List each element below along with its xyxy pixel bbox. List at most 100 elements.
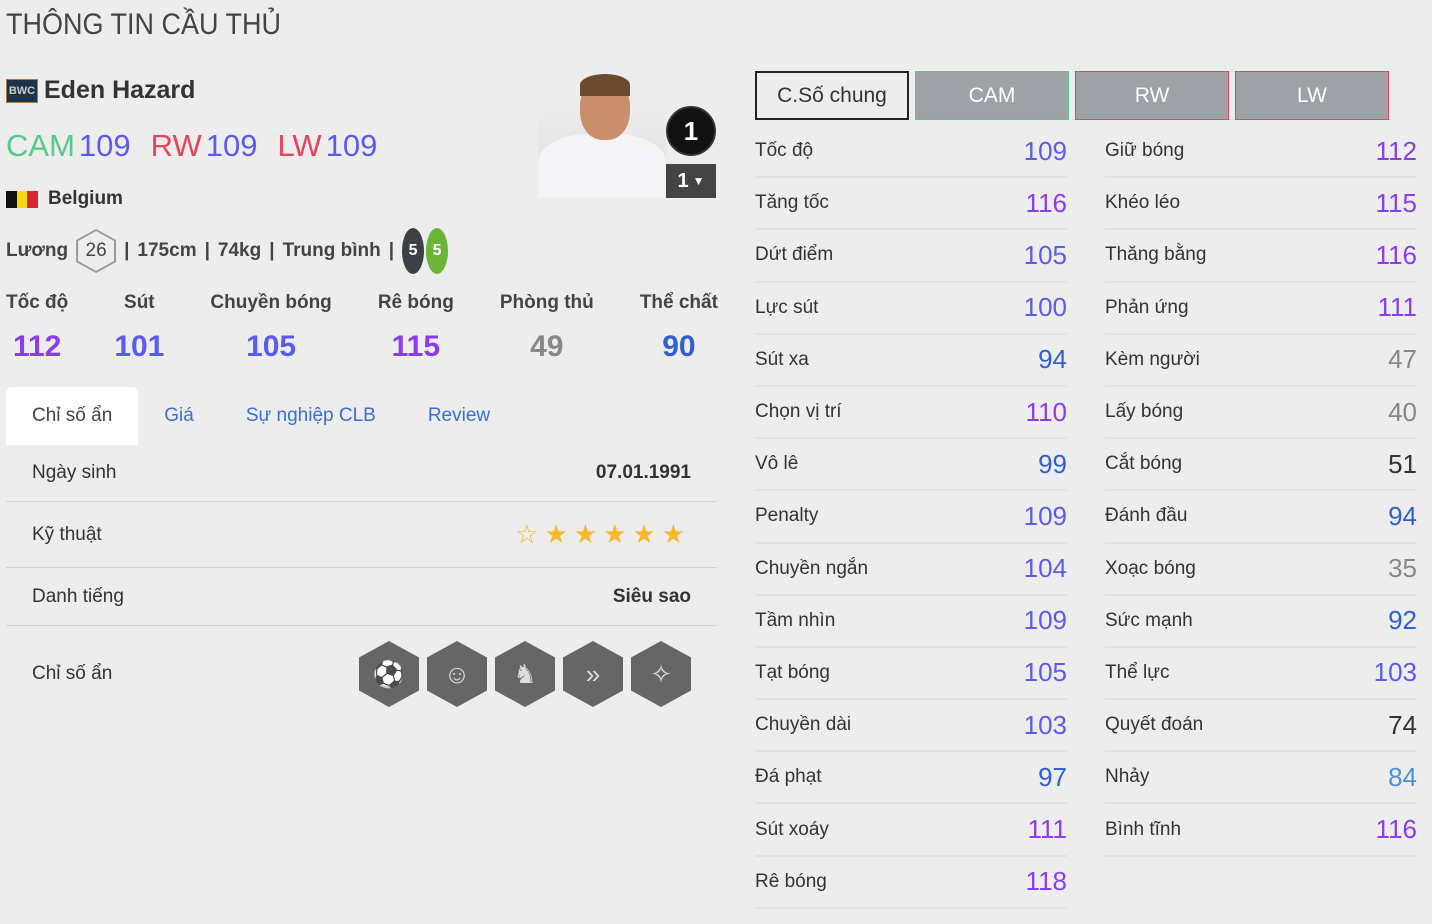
category-label: Phòng thủ — [499, 292, 594, 313]
stat-row: Bình tĩnh 116 — [1105, 804, 1417, 857]
tab-0[interactable]: Chỉ số ẩn — [6, 387, 139, 445]
stat-value: 103 — [1373, 657, 1417, 688]
category-value: 90 — [662, 330, 696, 363]
position-tabs: C.Số chung CAM RW LW — [755, 71, 1389, 120]
playmaker-icon[interactable]: ✧ — [631, 641, 691, 707]
stat-label: Vô lê — [755, 453, 799, 475]
leadership-icon[interactable]: ☺ — [427, 641, 487, 707]
position-ovr: 109 — [325, 128, 378, 163]
stat-row: Chọn vị trí 110 — [755, 387, 1067, 440]
stat-row: Tốc độ 109 — [755, 126, 1067, 179]
tab-1[interactable]: Giá — [164, 405, 194, 426]
position-ratings: CAM 109 RW 109 LW 109 — [6, 128, 377, 164]
player-info: Lương 26 | 175cm | 74kg | Trung bình | 5 5 — [6, 228, 449, 274]
stat-row: Đá phạt 97 — [755, 752, 1067, 805]
body-type: Trung bình — [282, 240, 381, 261]
stat-value: 51 — [1388, 448, 1417, 479]
weight: 74kg — [217, 240, 262, 261]
nation-name: Belgium — [48, 188, 123, 209]
salary-badge: 26 — [76, 229, 117, 273]
stat-row: Thăng bằng 116 — [1105, 230, 1417, 283]
stat-label: Thăng bằng — [1105, 244, 1207, 266]
position-tab-2[interactable]: RW — [1075, 71, 1229, 120]
skill-row: Kỹ thuật ☆★★★★★ — [6, 502, 717, 568]
tab-3[interactable]: Review — [427, 405, 491, 426]
hidden-stats-row: Chỉ số ẩn ⚽ ☺ ♞» ✧ — [6, 626, 717, 722]
stat-row: Chuyền dài 103 — [755, 700, 1067, 753]
chevron-down-icon: ▼ — [692, 174, 705, 188]
stat-row: Cắt bóng 51 — [1105, 439, 1417, 492]
speed-dribbler-icon[interactable]: » — [563, 641, 623, 707]
stat-value: 103 — [1023, 709, 1067, 740]
stat-label: Tầm nhìn — [755, 609, 836, 631]
stat-label: Nhảy — [1105, 766, 1150, 788]
position-tab-1[interactable]: CAM — [915, 71, 1069, 120]
height: 175cm — [137, 240, 197, 261]
info-tabs: Chỉ số ẩn Giá Sự nghiệp CLB Review — [6, 387, 516, 445]
stat-row: Sút xa 94 — [755, 335, 1067, 387]
stat-label: Tốc độ — [755, 140, 814, 162]
stat-row: Tăng tốc 116 — [755, 178, 1067, 231]
season-badge-icon: BWC — [6, 78, 38, 103]
stat-row: Vô lê 99 — [755, 439, 1067, 492]
position-ovr: 109 — [78, 128, 131, 163]
stat-label: Tăng tốc — [755, 192, 829, 214]
nation: Belgium — [6, 188, 123, 210]
stat-row: Rê bóng 118 — [755, 857, 1067, 909]
position-rating: RW 109 — [151, 128, 258, 164]
position-rating: CAM 109 — [6, 128, 131, 164]
stat-row: Tầm nhìn 109 — [755, 596, 1067, 648]
birth-row: Ngày sinh 07.01.1991 — [6, 445, 717, 502]
tab-2[interactable]: Sự nghiệp CLB — [245, 405, 376, 426]
position-tab-3[interactable]: LW — [1235, 71, 1389, 120]
category-stat: Sút 101 — [114, 292, 164, 364]
left-foot-icon: 5 — [402, 228, 425, 274]
position-name: CAM — [6, 128, 75, 163]
stat-value: 116 — [1025, 187, 1067, 218]
category-label: Chuyền bóng — [210, 292, 332, 313]
position-tab-0[interactable]: C.Số chung — [755, 71, 909, 120]
stat-value: 118 — [1025, 866, 1067, 897]
star-icon: ★ — [632, 519, 662, 549]
stat-row: Khéo léo 115 — [1105, 178, 1417, 231]
stat-label: Lực sút — [755, 296, 819, 318]
stat-value: 115 — [1375, 187, 1417, 218]
stat-value: 40 — [1388, 396, 1417, 427]
stat-row: Đánh đầu 94 — [1105, 491, 1417, 544]
page-title: THÔNG TIN CẦU THỦ — [6, 8, 282, 41]
stat-row: Chuyền ngắn 104 — [755, 544, 1067, 596]
stat-row: Quyết đoán 74 — [1105, 700, 1417, 753]
category-stat: Thể chất 90 — [640, 292, 718, 364]
stat-label: Chuyền ngắn — [755, 557, 869, 579]
stat-label: Tạt bóng — [755, 661, 830, 683]
juggling-icon[interactable]: ♞ — [495, 641, 555, 707]
stat-row: Lực sút 100 — [755, 283, 1067, 335]
right-foot-icon: 5 — [426, 228, 449, 274]
stat-label: Dứt điểm — [755, 244, 834, 266]
stat-value: 74 — [1388, 709, 1417, 740]
player-photo — [538, 70, 666, 198]
stat-label: Giữ bóng — [1105, 140, 1185, 162]
player-name: Eden Hazard — [44, 76, 196, 104]
level-dropdown[interactable]: 1 ▼ — [666, 164, 716, 198]
stat-value: 105 — [1023, 657, 1067, 688]
position-rating: LW 109 — [277, 128, 377, 164]
long-shot-icon[interactable]: ⚽ — [359, 641, 419, 707]
category-stat: Chuyền bóng 105 — [210, 292, 331, 364]
stat-label: Chọn vị trí — [755, 401, 842, 423]
stat-value: 94 — [1388, 500, 1417, 531]
stats-right: Giữ bóng 112 Khéo léo 115 Thăng bằng 116 Phản … — [1105, 126, 1417, 857]
stat-label: Sức mạnh — [1105, 609, 1193, 631]
stat-row: Xoạc bóng 35 — [1105, 544, 1417, 596]
stat-row: Sút xoáy 111 — [755, 804, 1067, 857]
stat-label: Đá phạt — [755, 766, 822, 788]
stat-row: Phản ứng 111 — [1105, 283, 1417, 335]
category-value: 112 — [12, 330, 62, 363]
fame-row: Danh tiếng Siêu sao — [6, 568, 717, 626]
stat-value: 35 — [1388, 553, 1417, 584]
stat-label: Thể lực — [1105, 661, 1170, 683]
category-value: 105 — [246, 330, 297, 363]
category-label: Thể chất — [639, 292, 718, 313]
stat-row: Kèm người 47 — [1105, 335, 1417, 387]
star-icon: ★ — [603, 519, 633, 549]
